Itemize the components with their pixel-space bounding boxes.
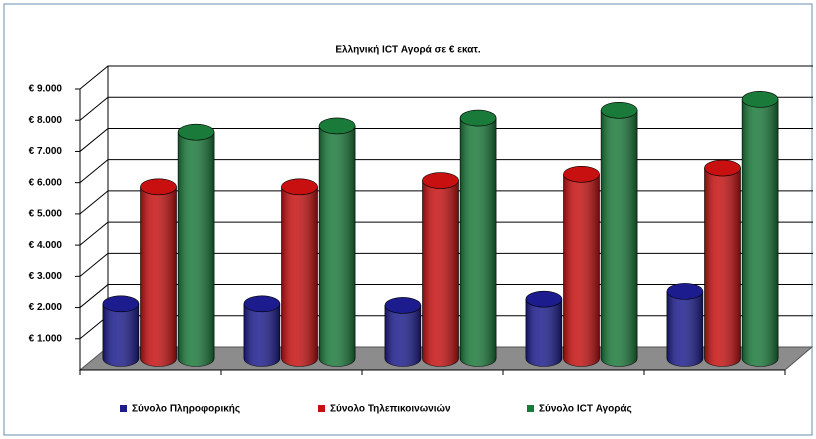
bar-top: [318, 117, 356, 135]
y-tick-label: € 1.000: [29, 333, 63, 344]
bar-top: [243, 295, 281, 313]
bar-shade: [140, 186, 177, 367]
y-tick-label: € 6.000: [29, 177, 63, 188]
cylinder: [384, 297, 422, 367]
legend-label: Σύνολο ICT Αγοράς: [539, 404, 632, 415]
legend-swatch: [120, 405, 127, 412]
y-tick-label: € 5.000: [29, 209, 63, 220]
y-tick-label: € 2.000: [29, 302, 63, 313]
bar-top: [140, 178, 177, 196]
bar-shade: [563, 174, 600, 367]
bar-top: [422, 172, 459, 189]
cylinder: [243, 295, 281, 367]
cylinder: [525, 290, 563, 367]
bar-shade: [281, 186, 318, 367]
chart-title: Ελληνική ICT Αγορά σε € εκατ.: [335, 45, 481, 56]
bar-shade: [243, 303, 280, 367]
cylinder: [318, 117, 356, 367]
grid-line: [79, 127, 813, 152]
bar-shade: [666, 291, 703, 367]
legend-swatch: [318, 405, 325, 412]
bar-top: [600, 101, 638, 119]
bar-top: [666, 283, 704, 300]
bar-shade: [704, 168, 741, 367]
grid-line: [79, 65, 813, 90]
bar-shade: [102, 303, 139, 367]
cylinder: [704, 159, 741, 367]
cylinder: [177, 123, 215, 367]
bar-top: [177, 123, 215, 141]
cylinder: [281, 178, 318, 367]
legend-swatch: [527, 405, 534, 412]
cylinder: [459, 109, 497, 367]
cylinder: [666, 283, 704, 367]
bar-top: [281, 178, 318, 196]
bar-shade: [319, 125, 356, 367]
cylinder: [140, 178, 177, 367]
grid-line: [79, 96, 813, 121]
bar-top: [102, 295, 140, 313]
cylinder: [563, 165, 600, 367]
cylinder: [102, 295, 140, 367]
bar-top: [384, 297, 422, 314]
y-tick-label: € 3.000: [29, 271, 63, 282]
cylinder: [600, 101, 638, 367]
y-tick-label: € 8.000: [29, 115, 63, 126]
bar-shade: [742, 99, 779, 367]
bar-shade: [601, 110, 638, 367]
cylinder: [741, 91, 779, 367]
bar-shade: [178, 132, 215, 367]
grid-line: [79, 159, 813, 184]
y-tick-label: € 9.000: [29, 84, 63, 95]
bar-top: [525, 290, 563, 308]
legend-label: Σύνολο Τηλεπικοινωνιών: [330, 404, 451, 415]
bar-top: [563, 165, 600, 183]
bar-top: [704, 159, 741, 177]
legend-label: Σύνολο Πληροφορικής: [132, 404, 240, 415]
bar-shade: [422, 180, 459, 367]
bar-shade: [384, 305, 421, 367]
bar-shade: [525, 299, 562, 367]
bar-top: [459, 109, 497, 127]
y-tick-label: € 4.000: [29, 240, 63, 251]
bar-top: [741, 91, 779, 108]
y-tick-label: € 7.000: [29, 146, 63, 157]
bar-shade: [460, 118, 497, 367]
cylinder: [422, 172, 459, 367]
